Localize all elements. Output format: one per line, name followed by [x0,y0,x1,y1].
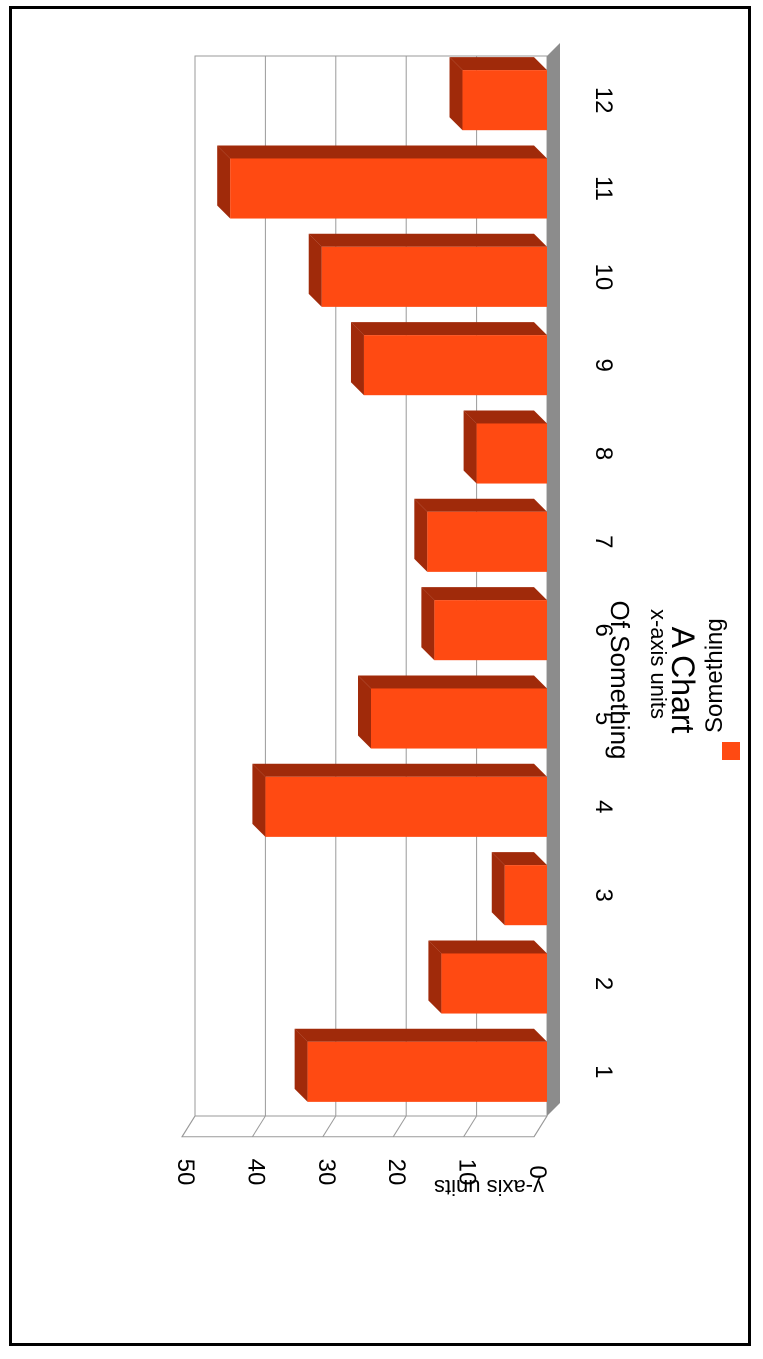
bar-side-face [350,322,547,336]
x-tick-label: 12 [590,87,617,114]
x-tick-label: 10 [590,263,617,290]
bar-side-face [491,852,547,866]
plot-area [181,43,560,1138]
bar [308,233,547,307]
y-tick-label: 30 [313,1159,340,1186]
bar-side-face [421,587,547,601]
legend-swatch [722,742,740,760]
gridline-depth [181,1115,196,1138]
bar-front-face [371,688,547,749]
bars [217,57,547,1102]
bar [449,57,547,131]
y-axis-label: y-axis units [434,1175,544,1200]
bar [350,322,547,396]
bar-side-face [217,145,547,159]
bar-top-face [421,587,435,661]
y-tick-label: 50 [172,1159,199,1186]
bar [463,410,547,484]
bar-top-face [252,763,266,837]
gridline-depth [392,1115,407,1138]
gridline-depth [251,1115,266,1138]
bar [428,940,547,1014]
bar-front-face [427,511,547,572]
bar-top-face [463,410,477,484]
x-tick-label: 8 [590,447,617,460]
x-tick-label: 3 [590,888,617,901]
bar-side-face [358,675,547,689]
bar [294,1028,547,1102]
x-tick-label: 1 [590,1065,617,1078]
bar-top-face [294,1028,308,1102]
bar [358,675,547,749]
bar-front-face [363,335,547,396]
bar-side-face [252,763,547,777]
bar-top-face [350,322,364,396]
y-tick-label: 20 [383,1159,410,1186]
bar-front-face [434,600,547,661]
bar-front-face [230,158,547,219]
gridline-depth [463,1115,478,1138]
legend-label: Something [701,618,728,733]
bar-top-face [217,145,231,219]
x-tick-label: 7 [590,535,617,548]
legend: Something [701,618,740,760]
bar-front-face [504,865,547,926]
y-axis-ticks: 0 10 20 30 40 50 [172,1159,551,1186]
bar-side-face [414,498,547,512]
chart-subtitle: Of Something [605,601,635,760]
bar-top-face [449,57,463,131]
side-wall [181,1115,548,1138]
bar-top-face [308,233,322,307]
y-tick-label: 10 [454,1159,481,1186]
x-tick-label: 5 [590,712,617,725]
gridlines [181,56,548,1138]
floor [547,43,560,1116]
bar-top-face [428,940,442,1014]
bar [217,145,547,219]
gridline-depth [322,1115,337,1138]
bar-top-face [358,675,371,749]
y-tick-label: 40 [242,1159,269,1186]
bar-top-face [491,852,505,926]
bar [414,498,547,572]
bar-side-face [294,1028,547,1042]
x-tick-label: 11 [590,176,617,201]
bar-front-face [321,246,547,307]
bar-front-face [265,776,547,837]
bar-side-face [463,410,547,424]
x-axis-label: x-axis units [646,609,671,719]
gridline-depth [533,1115,548,1138]
x-tick-label: 2 [590,977,617,990]
bar-side-face [449,57,547,71]
y-tick-label: 0 [524,1165,551,1178]
bar [252,763,547,837]
bar-front-face [462,70,547,131]
x-tick-label: 9 [590,358,617,371]
bar-side-face [428,940,547,954]
bar-front-face [441,953,547,1014]
bar-side-face [308,233,547,247]
bar [421,587,547,661]
bar-front-face [307,1041,547,1102]
chart-title: A Chart [665,627,701,734]
x-tick-label: 4 [590,800,617,813]
bar [491,852,547,926]
bar-front-face [476,423,547,484]
bar-top-face [414,498,428,572]
x-tick-label: 6 [590,623,617,636]
